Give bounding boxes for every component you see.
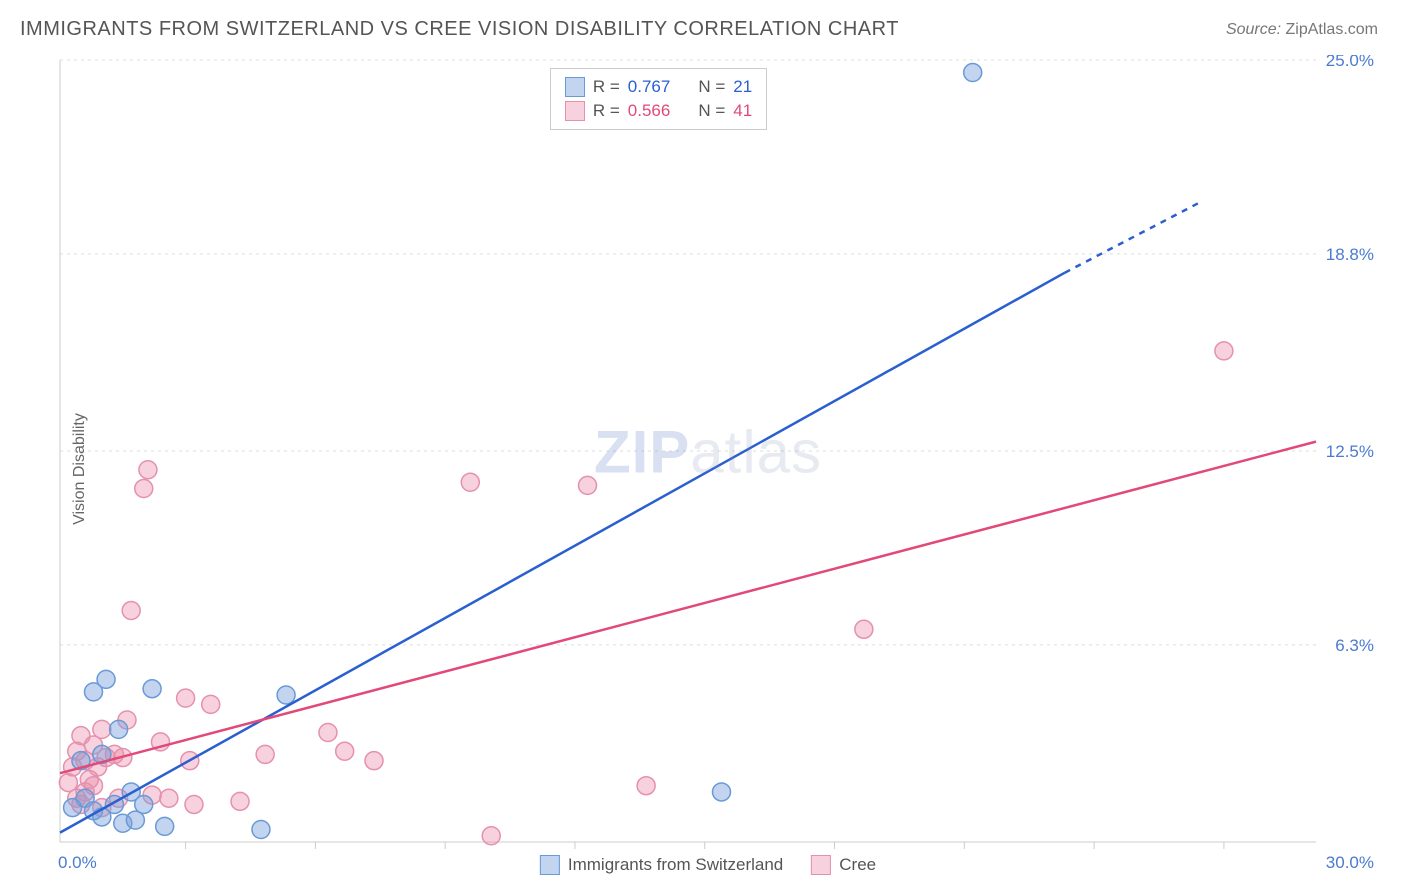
legend-r-label: R = [593,101,620,121]
data-point-cree [637,777,655,795]
data-point-swiss [110,720,128,738]
data-point-cree [482,827,500,845]
bottom-swatch-swiss [540,855,560,875]
data-point-cree [135,480,153,498]
legend-r-value-cree: 0.566 [628,101,671,121]
data-point-swiss [97,670,115,688]
chart-title: IMMIGRANTS FROM SWITZERLAND VS CREE VISI… [20,18,899,41]
y-tick-label: 18.8% [1326,245,1374,264]
data-point-swiss [143,680,161,698]
data-point-cree [231,792,249,810]
bottom-swatch-cree [811,855,831,875]
data-point-cree [1215,342,1233,360]
bottom-legend-item-cree: Cree [811,855,876,875]
series-legend: Immigrants from Switzerland Cree [540,848,876,882]
correlation-legend: R = 0.767 N = 21 R = 0.566 N = 41 [550,68,767,130]
data-point-cree [579,476,597,494]
data-point-cree [319,724,337,742]
data-point-swiss [712,783,730,801]
chart-container: Vision Disability 6.3% 12.5% 18.8% 25.0% 0.0… [20,55,1396,882]
y-tick-label: 12.5% [1326,442,1374,461]
data-point-cree [855,620,873,638]
legend-n-value-swiss: 21 [733,77,752,97]
legend-swatch-swiss [565,77,585,97]
data-point-cree [93,720,111,738]
source-label: Source: [1226,21,1281,38]
legend-n-label: N = [698,77,725,97]
legend-r-value-swiss: 0.767 [628,77,671,97]
data-point-cree [177,689,195,707]
data-point-cree [185,795,203,813]
data-point-cree [160,789,178,807]
y-tick-label: 6.3% [1335,636,1374,655]
legend-n-value-cree: 41 [733,101,752,121]
data-point-cree [365,752,383,770]
source-value: ZipAtlas.com [1286,21,1378,38]
y-axis-label: Vision Disability [71,413,89,525]
legend-swatch-cree [565,101,585,121]
data-point-cree [336,742,354,760]
legend-r-label: R = [593,77,620,97]
legend-row-cree: R = 0.566 N = 41 [565,99,752,123]
source-attribution: Source: ZipAtlas.com [1226,21,1378,39]
legend-n-label: N = [698,101,725,121]
data-point-cree [122,602,140,620]
data-point-cree [202,695,220,713]
scatter-plot: 6.3% 12.5% 18.8% 25.0% 0.0% 30.0% [20,55,1396,882]
bottom-legend-label-swiss: Immigrants from Switzerland [568,855,783,875]
data-point-swiss [964,64,982,82]
x-max-label: 30.0% [1326,853,1374,872]
data-point-swiss [135,795,153,813]
data-point-cree [461,473,479,491]
x-min-label: 0.0% [58,853,97,872]
data-point-cree [256,745,274,763]
bottom-legend-label-cree: Cree [839,855,876,875]
legend-row-swiss: R = 0.767 N = 21 [565,75,752,99]
data-point-cree [139,461,157,479]
data-point-swiss [277,686,295,704]
y-tick-label: 25.0% [1326,55,1374,70]
data-point-swiss [252,820,270,838]
data-point-swiss [156,817,174,835]
bottom-legend-item-swiss: Immigrants from Switzerland [540,855,783,875]
